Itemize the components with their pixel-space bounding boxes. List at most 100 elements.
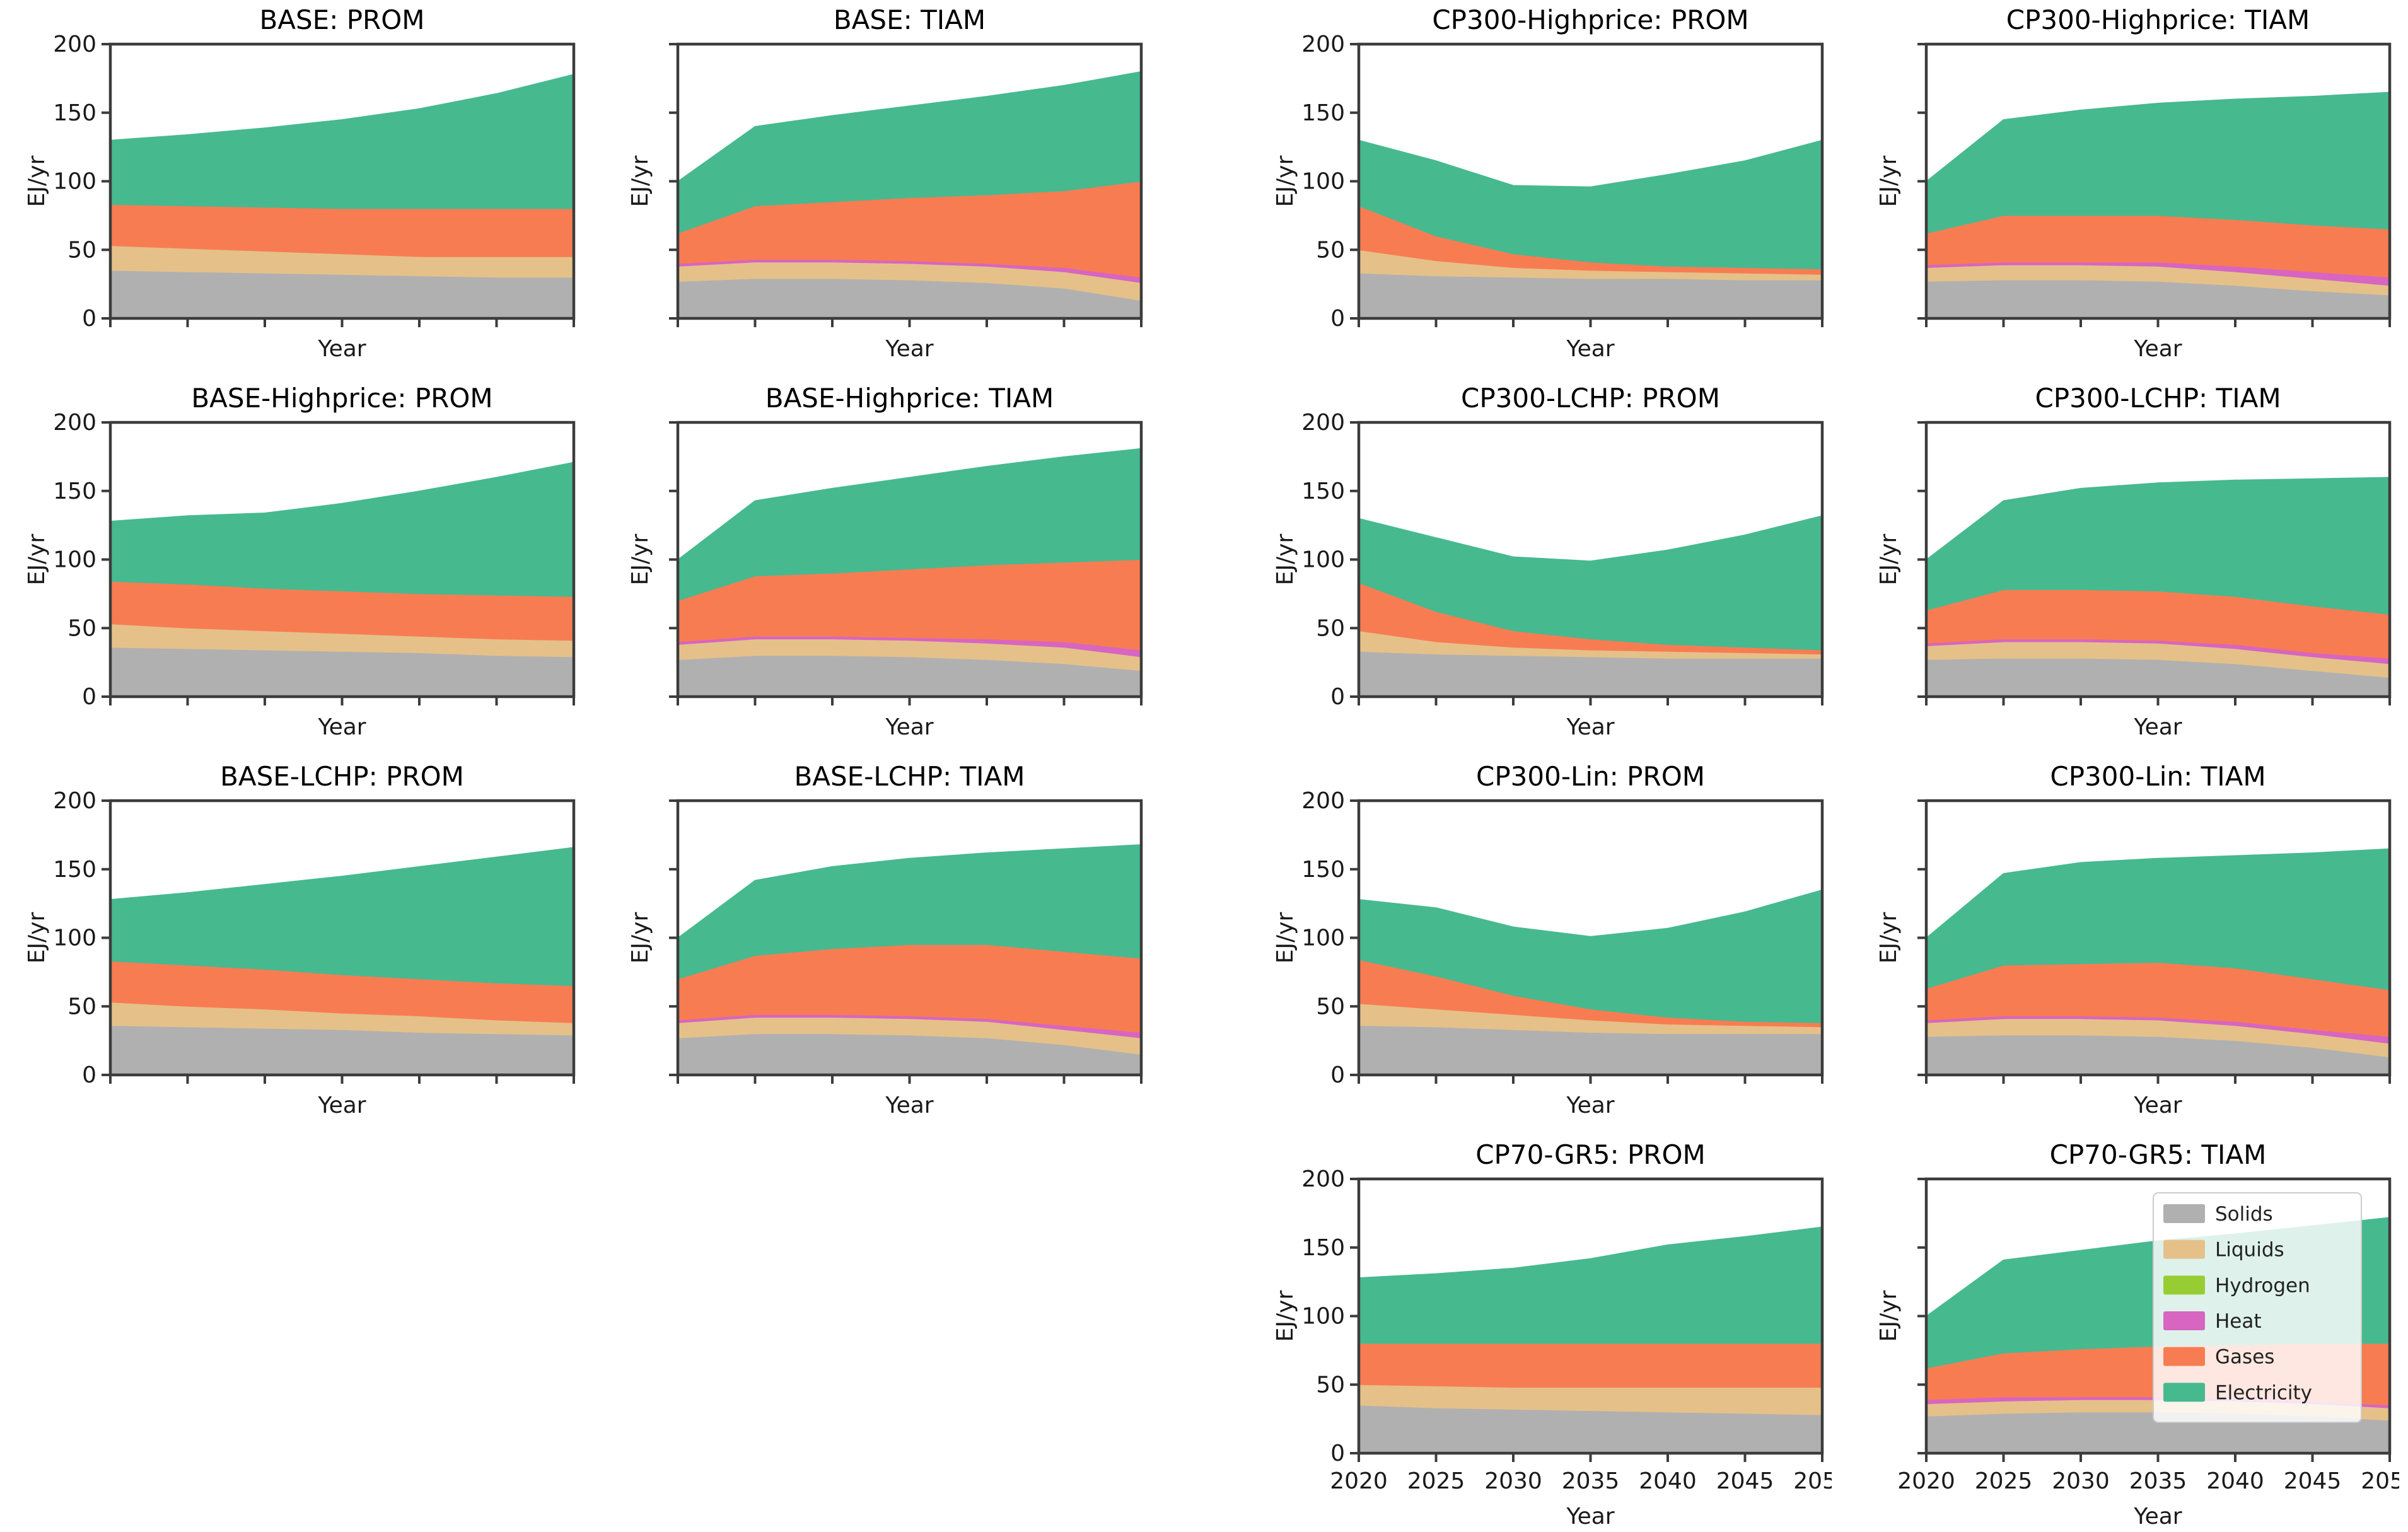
chart-base-prom: 0 50 100 150 200 BASE: PROM EJ/yr Year: [16, 0, 583, 378]
chart-row-1: 0 50 100 150 200 BASE: PROM EJ/yr Year BASE: TI…: [0, 0, 2408, 378]
y-tick-label: 200: [53, 32, 96, 57]
y-tick-label: 0: [1330, 1441, 1345, 1466]
y-tick-label: 0: [1330, 1062, 1345, 1088]
chart-base-prom-svg: 0 50 100 150 200 BASE: PROM EJ/yr Year: [24, 4, 576, 362]
y-axis-label: EJ/yr: [24, 534, 50, 586]
y-tick-label: 200: [53, 410, 96, 436]
x-tick-label: 2050: [1793, 1468, 1832, 1494]
chart-base-tiam-svg: BASE: TIAM EJ/yr Year: [627, 4, 1143, 362]
y-tick-label: 100: [53, 926, 96, 951]
y-tick-label: 200: [1301, 1166, 1345, 1192]
chart-cp300-highprice-tiam: CP300-Highprice: TIAM EJ/yr Year: [1832, 0, 2399, 378]
chart-cp70-gr5-prom-svg: 0 50 100 150 200 2020 2025 2030 2035 2040 2045 2050…: [1272, 1139, 1832, 1529]
y-tick-label: 50: [1316, 237, 1345, 263]
chart-title: CP300-Highprice: PROM: [1432, 4, 1748, 35]
y-tick-label: 150: [53, 100, 96, 126]
chart-title: BASE: TIAM: [834, 4, 986, 35]
x-axis-label: Year: [1566, 336, 1614, 362]
chart-title: BASE-Highprice: TIAM: [765, 383, 1054, 414]
x-axis-label: Year: [885, 1093, 933, 1118]
x-tick-label: 2030: [1484, 1468, 1542, 1494]
x-tick-label: 2040: [2206, 1468, 2264, 1494]
y-tick-label: 50: [67, 615, 96, 641]
x-axis-label: Year: [885, 714, 933, 740]
chart-cp300-lchp-tiam: CP300-LCHP: TIAM EJ/yr Year: [1832, 378, 2399, 757]
y-axis-label: EJ/yr: [24, 912, 50, 964]
chart-title: CP70-GR5: TIAM: [2050, 1139, 2267, 1170]
y-tick-label: 200: [1301, 32, 1345, 57]
legend-label-heat: Heat: [2215, 1310, 2262, 1333]
chart-title: CP300-Lin: TIAM: [2050, 761, 2265, 792]
area-electricity: [110, 461, 574, 597]
y-tick-label: 50: [67, 237, 96, 263]
legend-swatch-liquids: [2163, 1239, 2205, 1259]
y-tick-label: 50: [1316, 615, 1345, 641]
empty-cell: [16, 1135, 583, 1141]
chart-cp70-gr5-tiam: 2020 2025 2030 2035 2040 2045 2050 CP70-GR5: TI…: [1832, 1135, 2399, 1532]
x-tick-label: 2045: [2284, 1468, 2342, 1494]
x-tick-label: 2045: [1716, 1468, 1774, 1494]
legend-label-electricity: Electricity: [2215, 1381, 2312, 1404]
chart-title: CP300-Highprice: TIAM: [2006, 4, 2310, 35]
chart-base-highprice-prom: 0 50 100 150 200 BASE-Highprice: PROM EJ/yr Yea…: [16, 378, 583, 757]
x-tick-label: 2035: [2129, 1468, 2187, 1494]
x-axis-label: Year: [317, 336, 366, 362]
x-axis-label: Year: [2133, 1504, 2182, 1529]
chart-cp70-gr5-tiam-svg: 2020 2025 2030 2035 2040 2045 2050 CP70-GR5: TI…: [1876, 1139, 2399, 1529]
y-axis-label: EJ/yr: [24, 156, 50, 207]
y-tick-label: 100: [53, 169, 96, 195]
area-solids: [110, 270, 574, 319]
chart-title: CP70-GR5: PROM: [1475, 1139, 1706, 1170]
chart-base-tiam: BASE: TIAM EJ/yr Year: [583, 0, 1151, 378]
area-electricity: [110, 847, 574, 987]
chart-base-highprice-tiam: BASE-Highprice: TIAM EJ/yr Year: [583, 378, 1151, 757]
chart-row-4: 0 50 100 150 200 2020 2025 2030 2035 2040 2045 2050…: [0, 1135, 2408, 1532]
x-tick-label: 2025: [1975, 1468, 2033, 1494]
x-tick-label: 2030: [2052, 1468, 2110, 1494]
x-axis-label: Year: [317, 714, 366, 740]
x-axis-label: Year: [1566, 1504, 1614, 1529]
y-tick-label: 0: [1330, 684, 1345, 710]
y-tick-label: 100: [1301, 1304, 1345, 1330]
chart-title: BASE-LCHP: TIAM: [794, 761, 1025, 792]
chart-base-highprice-tiam-svg: BASE-Highprice: TIAM EJ/yr Year: [627, 383, 1143, 740]
chart-base-highprice-prom-svg: 0 50 100 150 200 BASE-Highprice: PROM EJ/yr Yea…: [24, 383, 576, 740]
legend-swatch-gases: [2163, 1347, 2205, 1366]
chart-cp300-highprice-prom: 0 50 100 150 200 CP300-Highprice: PROM EJ/yr Ye…: [1264, 0, 1832, 378]
x-tick-label: 2020: [1897, 1468, 1955, 1494]
chart-base-lchp-tiam: BASE-LCHP: TIAM EJ/yr Year: [583, 757, 1151, 1135]
y-axis-label: EJ/yr: [1272, 912, 1298, 964]
y-axis-label: EJ/yr: [627, 912, 653, 964]
area-electricity: [110, 74, 574, 209]
chart-cp300-lin-prom-svg: 0 50 100 150 200 CP300-Lin: PROM EJ/yr Year: [1272, 761, 1824, 1118]
y-tick-label: 150: [53, 857, 96, 883]
chart-cp300-lchp-tiam-svg: CP300-LCHP: TIAM EJ/yr Year: [1876, 383, 2392, 740]
y-tick-label: 200: [53, 788, 96, 814]
y-tick-label: 150: [53, 479, 96, 504]
y-tick-label: 50: [67, 994, 96, 1019]
legend-label-liquids: Liquids: [2215, 1239, 2284, 1262]
area-electricity: [1926, 91, 2390, 234]
x-tick-label: 2035: [1562, 1468, 1620, 1494]
x-tick-label: 2020: [1330, 1468, 1388, 1494]
x-axis-label: Year: [2133, 1093, 2182, 1118]
chart-title: BASE: PROM: [259, 4, 424, 35]
x-tick-label: 2050: [2361, 1468, 2399, 1494]
x-axis-label: Year: [2133, 714, 2182, 740]
y-tick-label: 0: [82, 1062, 96, 1088]
chart-cp300-lin-tiam-svg: CP300-Lin: TIAM EJ/yr Year: [1876, 761, 2392, 1118]
legend-swatch-hydrogen: [2163, 1275, 2205, 1295]
y-tick-label: 150: [1301, 479, 1345, 504]
legend-label-gases: Gases: [2215, 1346, 2274, 1369]
chart-cp300-lchp-prom: 0 50 100 150 200 CP300-LCHP: PROM EJ/yr Year: [1264, 378, 1832, 757]
y-tick-label: 0: [82, 306, 96, 332]
chart-cp300-lchp-prom-svg: 0 50 100 150 200 CP300-LCHP: PROM EJ/yr Year: [1272, 383, 1824, 740]
chart-title: CP300-LCHP: PROM: [1461, 383, 1720, 414]
y-axis-label: EJ/yr: [1876, 912, 1902, 964]
chart-row-2: 0 50 100 150 200 BASE-Highprice: PROM EJ/yr Yea…: [0, 378, 2408, 757]
chart-cp300-lin-tiam: CP300-Lin: TIAM EJ/yr Year: [1832, 757, 2399, 1135]
y-tick-label: 150: [1301, 857, 1345, 883]
legend-swatch-electricity: [2163, 1383, 2205, 1402]
legend-swatch-heat: [2163, 1311, 2205, 1330]
y-axis-label: EJ/yr: [1272, 534, 1298, 586]
